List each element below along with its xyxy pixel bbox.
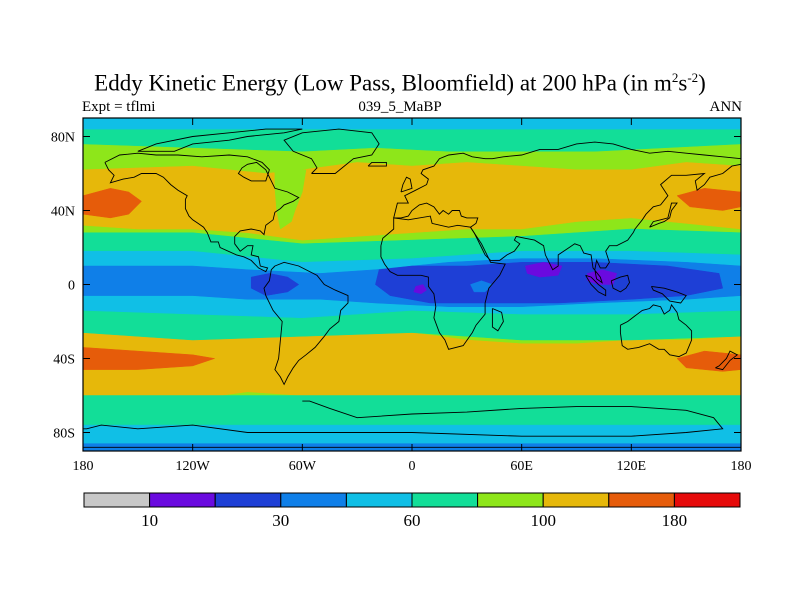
contour-region-gold-nh [83, 162, 741, 241]
coastline-13 [367, 161, 387, 167]
colorbar-label: 180 [662, 511, 688, 530]
x-tick-label: 180 [731, 459, 752, 474]
case-label: 039_5_MaBP [358, 99, 442, 115]
colorbar-box [83, 492, 151, 508]
colorbar: 10 30 60 100 180 [83, 492, 741, 530]
coastline-9 [650, 285, 687, 304]
y-tick-label: 40N [51, 205, 75, 220]
colorbar-box [608, 492, 675, 508]
coastline-11 [715, 350, 739, 371]
colorbar-box [411, 492, 479, 508]
contour-fields [83, 118, 741, 451]
contour-region-light-green-tongue [274, 169, 307, 230]
x-tick-label: 120W [176, 459, 211, 474]
colorbar-box [214, 492, 282, 508]
colorbar-box [280, 492, 347, 508]
coastline-10 [649, 202, 678, 228]
coastline-6 [619, 303, 693, 358]
season-label: ANN [709, 99, 743, 115]
coastline-14 [83, 400, 724, 437]
colorbar-label: 30 [272, 511, 289, 530]
contour-region-green-south [83, 395, 741, 426]
colorbar-box [542, 492, 610, 508]
experiment-label: Expt = tflmi [82, 99, 156, 115]
x-tick-label: 60W [289, 459, 317, 474]
colorbar-label: 100 [530, 511, 556, 530]
coastline-0 [104, 152, 300, 273]
map-axes: 180 120W 60W 0 60E 120E 180 80N 40N 0 40S 80S [51, 118, 752, 474]
colorbar-box [345, 492, 413, 508]
colorbar-box [673, 492, 741, 508]
contour-region-dark-blue-east [375, 262, 723, 304]
x-tick-label: 120E [617, 459, 647, 474]
coastline-12 [400, 176, 413, 193]
coastline-2 [283, 128, 380, 174]
y-tick-label: 80N [51, 131, 75, 146]
contour-region-violet-india [525, 262, 563, 278]
contour-region-orange-north-pacific [83, 188, 142, 219]
contour-region-orange-north-east [676, 188, 741, 211]
coastline-7 [585, 274, 607, 297]
coastline-1 [263, 261, 349, 386]
colorbar-box [477, 492, 544, 508]
x-tick-label: 0 [409, 459, 416, 474]
colorbar-label: 60 [404, 511, 421, 530]
contour-region-dark-blue-west [250, 273, 299, 296]
coastline-5 [491, 308, 504, 332]
coastline-8 [610, 274, 630, 293]
x-tick-label: 60E [510, 459, 533, 474]
contour-region-cyan-south [83, 424, 741, 444]
coastline-16 [137, 128, 303, 152]
colorbar-label: 10 [141, 511, 158, 530]
y-tick-label: 0 [68, 279, 75, 294]
contour-region-orange-south-pacific [83, 347, 215, 370]
y-tick-label: 40S [53, 353, 75, 368]
contour-region-violet-africa [413, 284, 427, 295]
chart-title: Eddy Kinetic Energy (Low Pass, Bloomfiel… [94, 70, 706, 96]
x-tick-label: 180 [73, 459, 94, 474]
coastline-4 [380, 215, 506, 350]
y-tick-label: 80S [53, 427, 75, 442]
colorbar-box [149, 492, 216, 508]
